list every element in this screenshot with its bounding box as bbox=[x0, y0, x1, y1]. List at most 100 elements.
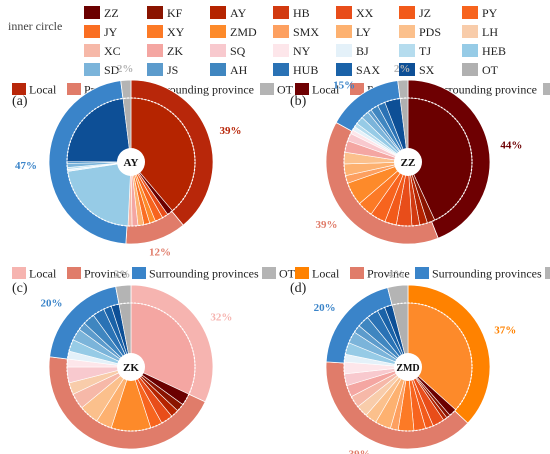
inner-legend-label-pds: PDS bbox=[419, 25, 441, 39]
inner-legend-label-sq: SQ bbox=[230, 44, 246, 58]
inner-legend-swatch-ny bbox=[273, 44, 289, 57]
center-label: ZMD bbox=[396, 363, 419, 374]
legend-label-2: Province bbox=[84, 267, 127, 281]
inner-legend-label-js: JS bbox=[167, 63, 178, 77]
inner-legend-label-zz: ZZ bbox=[104, 6, 119, 20]
inner-legend-label-ay: AY bbox=[230, 6, 247, 20]
inner-legend-label-kf: KF bbox=[167, 6, 183, 20]
inner-legend-label-jy: JY bbox=[104, 25, 118, 39]
inner-legend-swatch-ay bbox=[210, 6, 226, 19]
pct-label-ot: 2% bbox=[117, 63, 134, 75]
panel-label: (b) bbox=[290, 94, 307, 109]
inner-legend-swatch-kf bbox=[147, 6, 163, 19]
inner-legend-swatch-hb bbox=[273, 6, 289, 19]
legend-swatch-4 bbox=[543, 83, 550, 95]
inner-legend-swatch-py bbox=[462, 6, 478, 19]
inner-legend-swatch-sd bbox=[84, 63, 100, 76]
center-label: ZK bbox=[123, 362, 139, 374]
inner-legend-swatch-sax bbox=[336, 63, 352, 76]
pct-label-ot: 2% bbox=[394, 63, 411, 75]
inner-legend-label-zmd: ZMD bbox=[230, 25, 257, 39]
pct-label-surrounding-provinces: 20% bbox=[40, 298, 62, 310]
legend-swatch-1 bbox=[12, 267, 26, 279]
ring-separator bbox=[343, 97, 473, 227]
pct-label-surrounding-province: 15% bbox=[333, 79, 355, 91]
inner-legend-label-bj: BJ bbox=[356, 44, 369, 58]
inner-legend-label-ly: LY bbox=[356, 25, 371, 39]
inner-legend-swatch-bj bbox=[336, 44, 352, 57]
legend-swatch-4 bbox=[262, 267, 276, 279]
legend-label-1: Local bbox=[29, 83, 57, 97]
inner-legend-label-ny: NY bbox=[293, 44, 311, 58]
inner-legend-label-ah: AH bbox=[230, 63, 248, 77]
inner-legend-label-xx: XX bbox=[356, 6, 374, 20]
inner-legend-label-xy: XY bbox=[167, 25, 185, 39]
inner-legend-label-py: PY bbox=[482, 6, 498, 20]
inner-legend-label-jz: JZ bbox=[419, 6, 431, 20]
inner-legend-label-lh: LH bbox=[482, 25, 498, 39]
inner-legend-swatch-ot bbox=[462, 63, 478, 76]
inner-legend-swatch-ly bbox=[336, 25, 352, 38]
inner-legend-swatch-smx bbox=[273, 25, 289, 38]
legend-label-1: Local bbox=[312, 83, 340, 97]
inner-legend: ZZ KF AY HB XX JZ PY JY XY ZMD SMX LY PDS LH XC ZK SQ NY B… bbox=[84, 6, 506, 77]
inner-legend-swatch-xc bbox=[84, 44, 100, 57]
pct-label-ot: 4% bbox=[388, 269, 405, 281]
inner-legend-swatch-sx bbox=[399, 63, 415, 76]
panel-label: (a) bbox=[12, 94, 28, 109]
inner-legend-label-heb: HEB bbox=[482, 44, 506, 58]
legend-swatch-1 bbox=[295, 83, 309, 95]
inner-legend-swatch-ah bbox=[210, 63, 226, 76]
legend-label-3: Surrounding provinces bbox=[432, 267, 542, 281]
inner-legend-swatch-jy bbox=[84, 25, 100, 38]
inner-legend-swatch-zz bbox=[84, 6, 100, 19]
inner-legend-swatch-jz bbox=[399, 6, 415, 19]
ring-separator bbox=[343, 302, 473, 432]
center-hole bbox=[394, 353, 422, 381]
inner-legend-swatch-sq bbox=[210, 44, 226, 57]
pct-label-local: 37% bbox=[494, 325, 516, 337]
inner-legend-swatch-xy bbox=[147, 25, 163, 38]
pct-label-local: 32% bbox=[210, 312, 232, 324]
legend-swatch-3 bbox=[132, 267, 146, 279]
legend-label-4: OT bbox=[279, 267, 296, 281]
panel-label: (d) bbox=[290, 281, 307, 296]
inner-legend-label-sd: SD bbox=[104, 63, 120, 77]
inner-legend-label-xc: XC bbox=[104, 44, 121, 58]
legend-swatch-4 bbox=[260, 83, 274, 95]
legend-swatch-4 bbox=[545, 267, 550, 279]
pct-label-province: 45% bbox=[94, 452, 116, 454]
legend-label-2: Province bbox=[367, 267, 410, 281]
inner-legend-swatch-pds bbox=[399, 25, 415, 38]
panel-zk: Local Province Surrounding provinces OT (c) Z… bbox=[12, 267, 296, 454]
center-hole bbox=[117, 353, 145, 381]
inner-legend-swatch-zmd bbox=[210, 25, 226, 38]
pct-label-local: 44% bbox=[500, 139, 522, 151]
panels: Local Province Surrounding province OT (a) AY… bbox=[12, 63, 550, 454]
inner-legend-title: inner circle bbox=[8, 19, 62, 33]
center-label: AY bbox=[124, 157, 139, 169]
legend-label-4: OT bbox=[277, 83, 294, 97]
inner-legend-label-zk: ZK bbox=[167, 44, 183, 58]
center-hole bbox=[394, 148, 422, 176]
center-hole bbox=[117, 148, 145, 176]
legend-swatch-3 bbox=[415, 267, 429, 279]
legend-swatch-1 bbox=[295, 267, 309, 279]
inner-legend-label-sax: SAX bbox=[356, 63, 380, 77]
inner-legend-label-smx: SMX bbox=[293, 25, 319, 39]
panel-label: (c) bbox=[12, 281, 28, 296]
legend-swatch-2 bbox=[350, 83, 364, 95]
legend-label-3: Surrounding province bbox=[432, 83, 537, 97]
legend-swatch-2 bbox=[67, 267, 81, 279]
inner-legend-swatch-zk bbox=[147, 44, 163, 57]
inner-legend-label-hub: HUB bbox=[293, 63, 318, 77]
legend-swatch-1 bbox=[12, 83, 26, 95]
legend-label-1: Local bbox=[29, 267, 57, 281]
inner-legend-swatch-lh bbox=[462, 25, 478, 38]
inner-legend-label-hb: HB bbox=[293, 6, 310, 20]
legend-swatch-2 bbox=[350, 267, 364, 279]
inner-legend-swatch-hub bbox=[273, 63, 289, 76]
inner-legend-swatch-heb bbox=[462, 44, 478, 57]
